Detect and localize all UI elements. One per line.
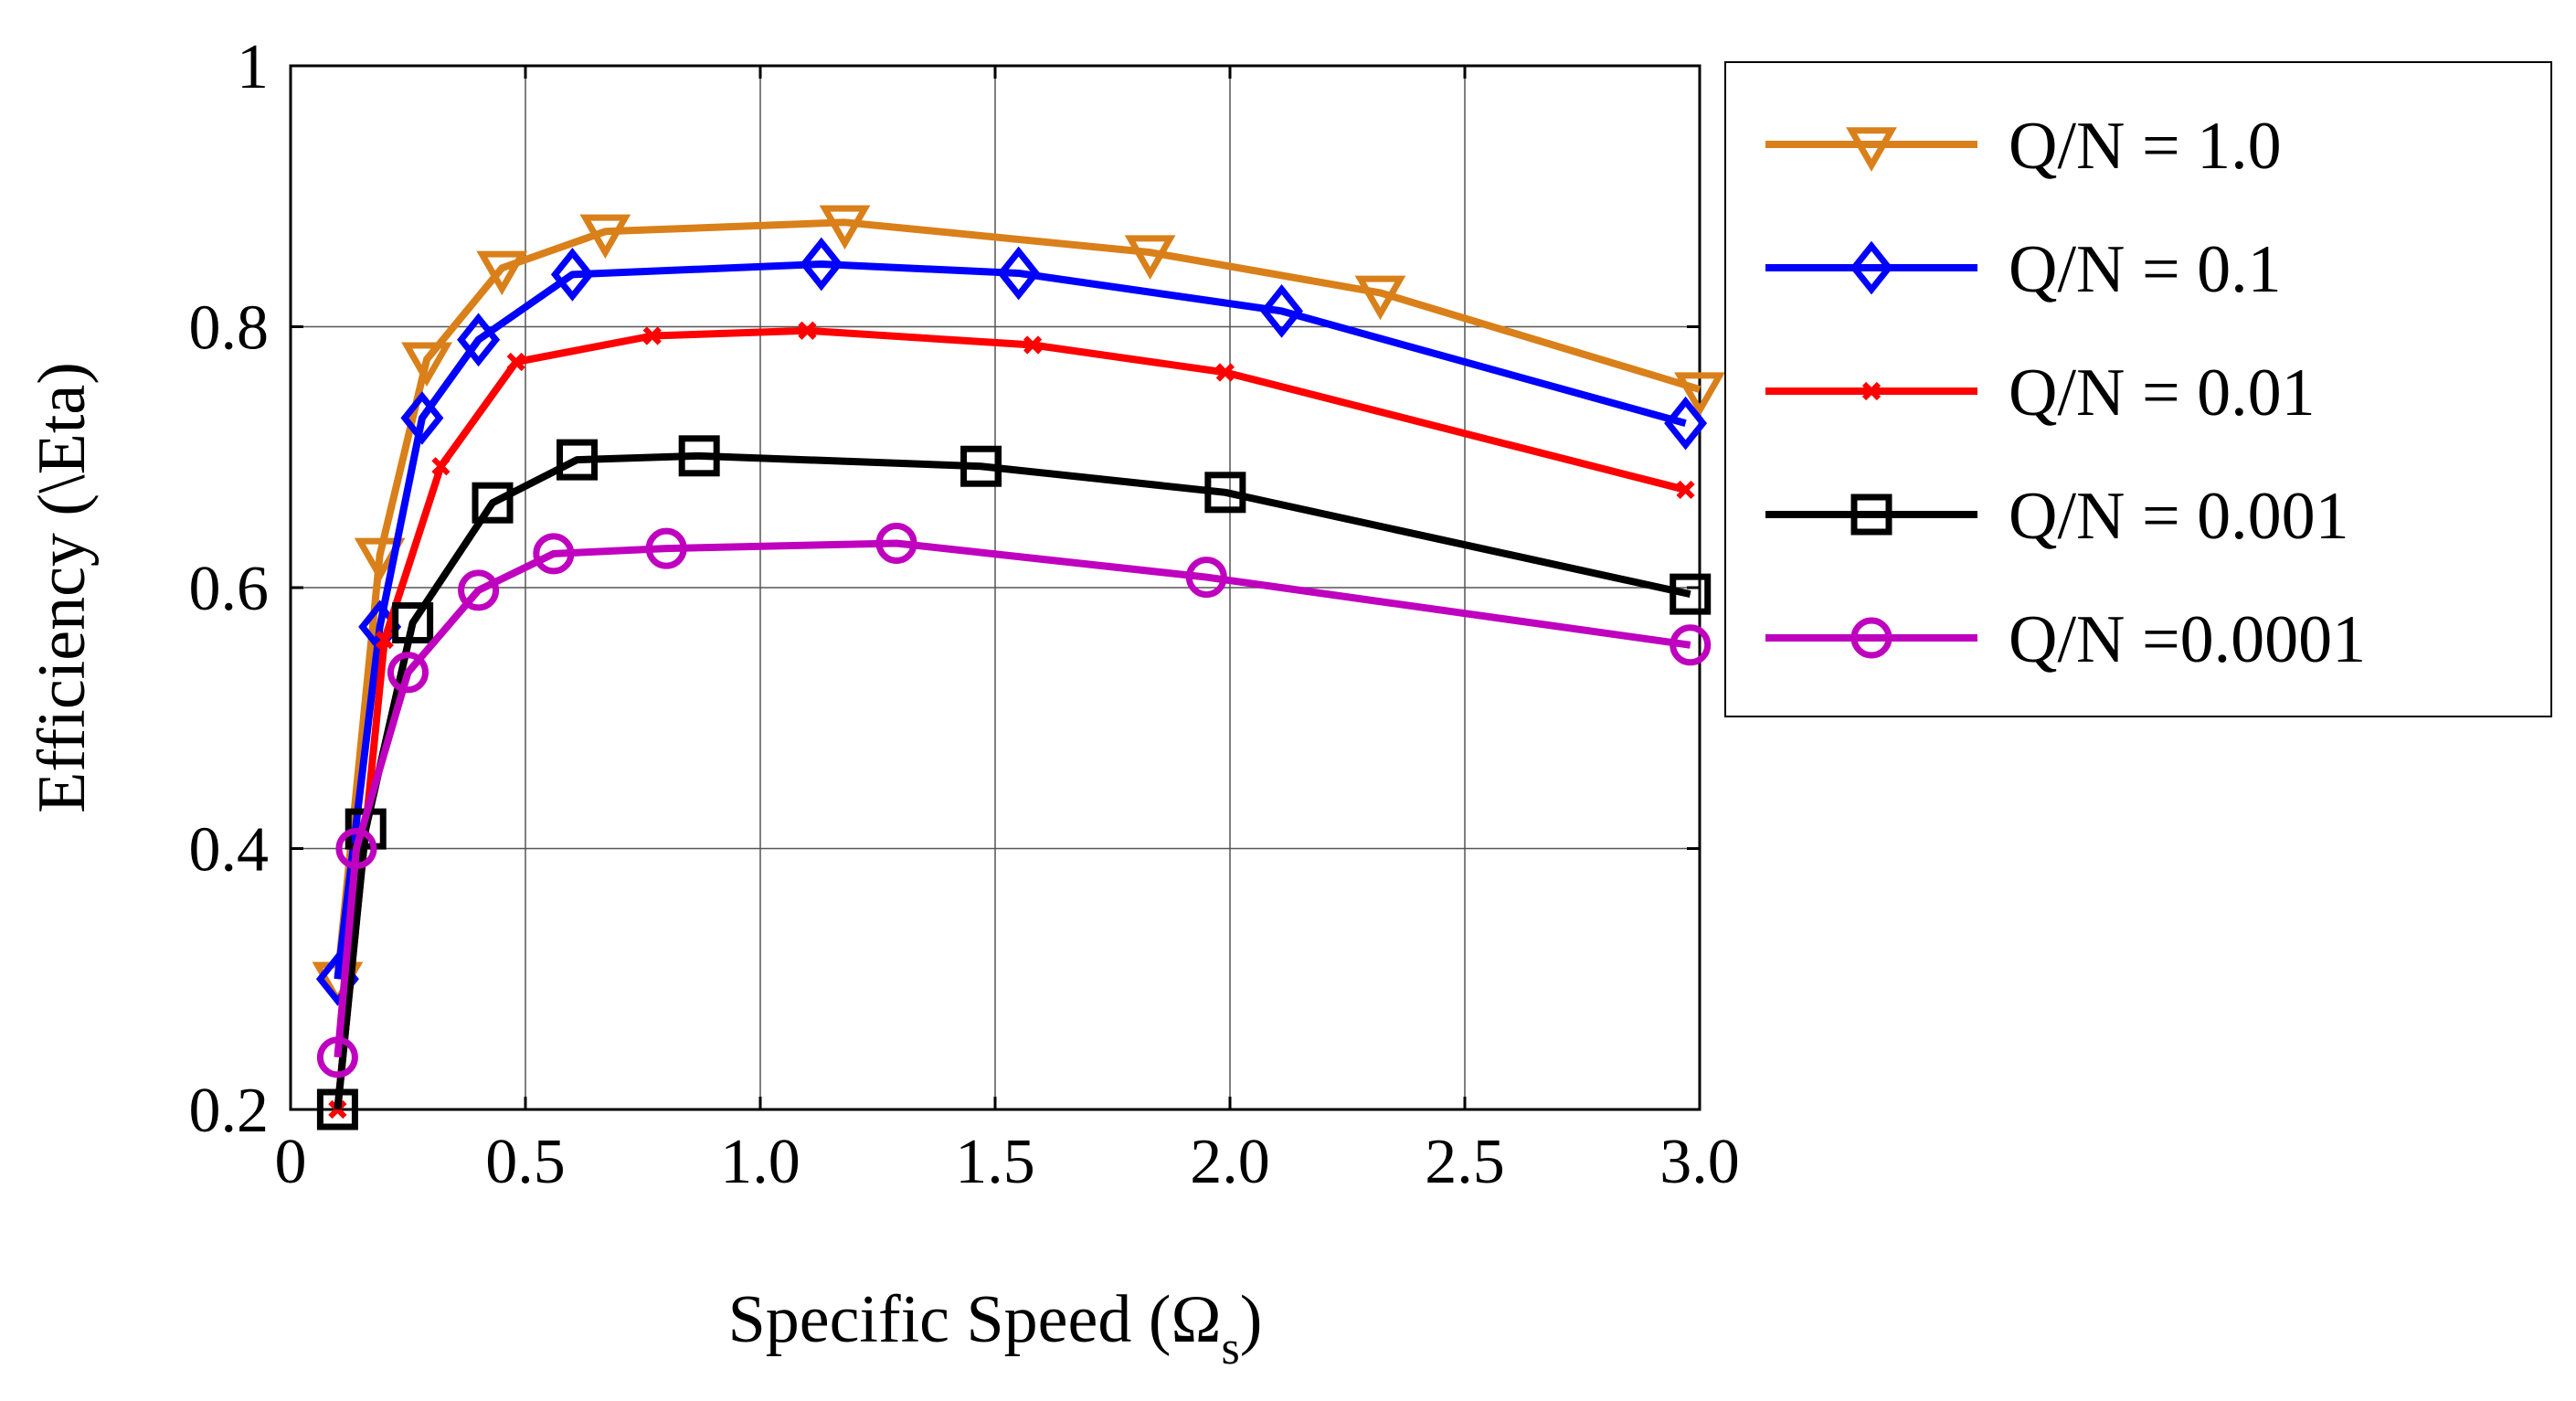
legend-marker-sample xyxy=(1850,494,1892,536)
x-tick-label: 0 xyxy=(275,1127,307,1197)
tick-layer: 0 0.5 1.0 1.5 2.0 2.5 3.0 0.2 0.4 0.6 0.8 1 xyxy=(189,32,1740,1197)
data-point-marker xyxy=(533,533,575,575)
y-tick-label: 0.4 xyxy=(189,815,270,886)
x-tick-label: 3.0 xyxy=(1659,1127,1740,1197)
series-group-4 xyxy=(316,522,1712,1078)
series-line xyxy=(334,260,1687,980)
legend-label: Q/N = 0.01 xyxy=(2009,356,2316,430)
data-point-marker xyxy=(1676,480,1695,500)
data-point-marker xyxy=(506,352,525,372)
x-tick-label: 1.0 xyxy=(720,1127,800,1197)
data-point-marker xyxy=(997,246,1041,301)
data-point-marker xyxy=(1204,472,1246,514)
y-tick-label: 0.6 xyxy=(189,554,270,624)
data-point-marker xyxy=(316,1088,358,1130)
x-tick-label: 0.5 xyxy=(485,1127,566,1197)
legend-label: Q/N = 0.1 xyxy=(2009,232,2282,307)
data-point-marker xyxy=(579,214,631,260)
legend-label: Q/N = 0.001 xyxy=(2009,479,2349,554)
y-axis-title: Efficiency (\Eta) xyxy=(25,362,100,813)
legend-entry-3: Q/N = 0.001 xyxy=(1765,479,2349,554)
data-point-marker xyxy=(875,522,917,564)
legend-entry-4: Q/N =0.0001 xyxy=(1765,602,2366,677)
data-point-marker xyxy=(1670,573,1712,615)
data-point-marker xyxy=(458,569,500,611)
series-layer xyxy=(312,205,1725,1130)
x-axis-title: Specific Speed (Ωs) xyxy=(728,1282,1263,1374)
data-point-marker xyxy=(557,439,599,481)
data-point-marker xyxy=(550,248,594,302)
y-tick-label: 0.2 xyxy=(189,1076,270,1146)
data-point-marker xyxy=(431,457,451,476)
data-point-marker xyxy=(1670,624,1712,666)
series-line xyxy=(334,218,1701,980)
data-point-marker xyxy=(642,326,662,345)
y-tick-label: 0.8 xyxy=(189,293,270,364)
data-point-marker xyxy=(472,482,514,524)
data-point-marker xyxy=(1023,335,1043,355)
legend-marker-sample xyxy=(1846,127,1897,172)
legend-marker-sample xyxy=(1861,381,1882,401)
x-axis-title-subscript: s xyxy=(1222,1322,1240,1374)
x-axis-title-suffix: ) xyxy=(1240,1282,1263,1357)
data-point-marker xyxy=(678,435,720,477)
legend-layer: Q/N = 1.0 Q/N = 0.1 Q/N = 0.01 Q/N = 0.001 Q… xyxy=(1765,109,2366,677)
data-point-marker xyxy=(1185,557,1227,599)
data-point-marker xyxy=(798,321,817,340)
legend-label: Q/N =0.0001 xyxy=(2009,602,2366,677)
data-point-marker xyxy=(819,205,871,250)
data-point-marker xyxy=(476,250,528,296)
legend-marker-sample xyxy=(1850,617,1892,659)
data-point-marker xyxy=(645,527,687,569)
data-point-marker xyxy=(1354,275,1406,321)
data-point-marker xyxy=(401,342,452,387)
data-point-marker xyxy=(800,237,843,292)
data-point-marker xyxy=(960,445,1002,487)
data-point-marker xyxy=(1215,363,1235,382)
data-point-marker xyxy=(335,828,377,869)
legend-label: Q/N = 1.0 xyxy=(2009,109,2282,184)
series-group-0 xyxy=(312,205,1725,1007)
series-line xyxy=(334,539,1691,1058)
data-point-marker xyxy=(1674,372,1725,417)
data-point-marker xyxy=(354,537,406,583)
data-point-marker xyxy=(1260,284,1304,338)
data-point-marker xyxy=(375,630,394,650)
x-tick-label: 2.0 xyxy=(1190,1127,1270,1197)
data-point-marker xyxy=(1124,235,1176,280)
legend-marker-sample xyxy=(1850,240,1893,295)
data-point-marker xyxy=(387,652,429,694)
data-point-marker xyxy=(316,1036,358,1078)
data-point-marker xyxy=(400,391,444,445)
data-point-marker xyxy=(1664,396,1708,451)
data-point-marker xyxy=(392,602,434,644)
x-tick-label: 2.5 xyxy=(1425,1127,1505,1197)
x-tick-label: 1.5 xyxy=(955,1127,1035,1197)
legend-entry-0: Q/N = 1.0 xyxy=(1765,109,2282,184)
legend-entry-1: Q/N = 0.1 xyxy=(1765,232,2282,307)
legend-entry-2: Q/N = 0.01 xyxy=(1765,356,2316,430)
data-point-marker xyxy=(457,313,501,367)
y-tick-label: 1 xyxy=(237,32,269,102)
x-axis-title-main: Specific Speed (Ω xyxy=(728,1282,1222,1357)
